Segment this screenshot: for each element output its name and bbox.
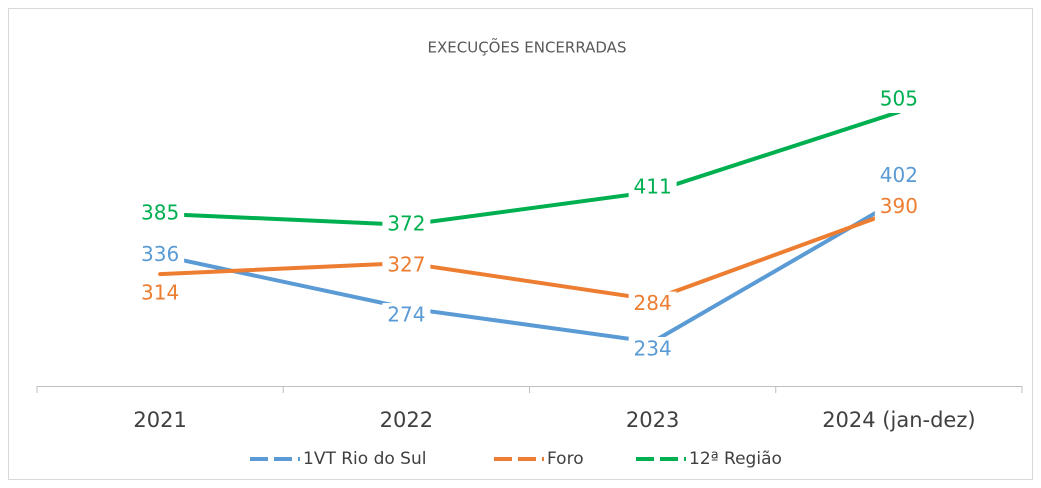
legend-label: 1VT Rio do Sul [303,449,426,469]
legend-label: Foro [547,449,584,469]
data-label: 336 [141,242,179,266]
data-label: 284 [634,291,672,315]
data-label-bg [874,194,923,221]
data-label-bg [382,303,431,330]
data-label-bg [874,87,923,113]
data-label-bg [382,253,431,280]
data-label: 385 [141,200,179,224]
data-label-bg [628,291,677,318]
series-line [158,110,901,227]
data-label: 314 [141,281,179,305]
data-label: 327 [387,253,425,277]
chart-title: EXECUÇÕES ENCERRADAS [428,38,627,57]
data-label-bg [136,281,185,308]
series-line [158,207,901,302]
x-tick-label: 2024 (jan-dez) [822,408,975,432]
data-label: 402 [880,163,918,187]
x-tick-label: 2022 [380,408,433,432]
x-tick-label: 2021 [133,408,186,432]
data-label: 234 [634,337,672,361]
data-label-bg [136,200,185,227]
data-label-bg [136,242,185,269]
data-label-bg [874,163,923,190]
x-tick-label: 2023 [626,408,679,432]
data-label: 274 [387,303,425,327]
data-label: 411 [634,174,672,198]
data-label-bg [628,337,677,363]
legend-label: 12ª Região [689,449,782,469]
data-label-bg [628,174,677,201]
series-line [158,197,901,345]
data-label: 372 [387,211,425,235]
data-label-bg [382,211,431,238]
data-label: 505 [880,87,918,111]
data-label: 390 [880,194,918,218]
